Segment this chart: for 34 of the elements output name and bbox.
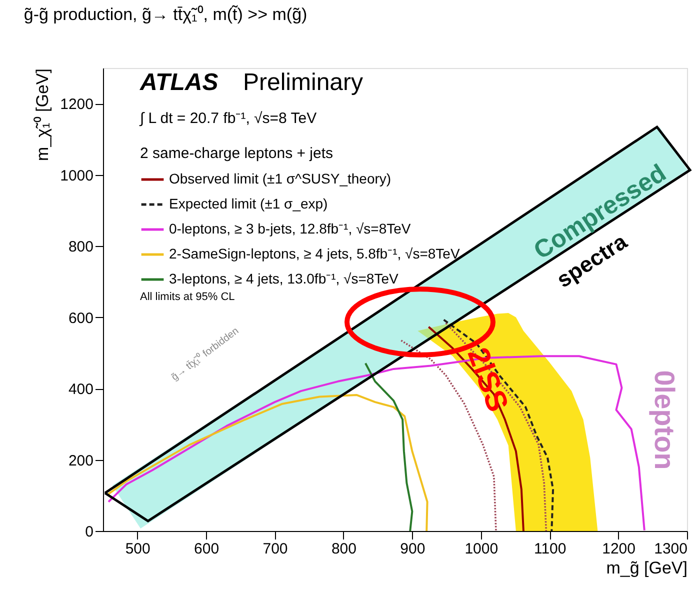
line-series: [364, 362, 414, 532]
annotation: ∫ L dt = 20.7 fb⁻¹, √s=8 TeV: [139, 110, 317, 127]
x-tick-label: 1300: [654, 540, 688, 558]
annotation: 2lSS: [460, 344, 514, 416]
y-tick-label: 400: [68, 381, 94, 398]
legend-title: 2 same-charge leptons + jets: [140, 145, 334, 162]
legend-label: Observed limit (±1 σ^SUSY_theory): [169, 170, 392, 186]
y-tick-label: 1000: [60, 167, 94, 184]
legend-label: 3-leptons, ≥ 4 jets, 13.0fb⁻¹, √s=8TeV: [169, 270, 399, 286]
x-tick-label: 1000: [464, 540, 498, 558]
x-tick-label: 600: [194, 540, 220, 558]
x-tick-label: 900: [400, 540, 426, 558]
annotation: ATLAS: [139, 69, 218, 96]
chart-title: g̃-g̃ production, g̃→ tt̄χ̃₁⁰, m(t̃) >> m(g̃): [24, 4, 308, 24]
x-tick-label: 800: [331, 540, 356, 558]
y-tick-label: 800: [68, 238, 94, 256]
y-tick-label: 1200: [60, 96, 94, 114]
y-tick-label: 0: [85, 524, 94, 540]
legend-label: 2-SameSign-leptons, ≥ 4 jets, 5.8fb⁻¹, √s=8TeV: [169, 246, 460, 262]
x-axis-title: m_g̃ [GeV]: [606, 558, 688, 578]
x-tick-label: 1100: [534, 540, 566, 558]
legend-label: Expected limit (±1 σ_exp): [169, 196, 328, 212]
x-tick-label: 1200: [602, 540, 636, 558]
line-series: [428, 326, 524, 532]
y-tick-label: 600: [68, 310, 94, 327]
y-axis-title: m_χ̃₁⁰ [GeV]: [33, 68, 52, 161]
annotation: 0lepton: [649, 370, 680, 470]
annotation: Preliminary: [243, 69, 364, 96]
x-tick-label: 700: [262, 540, 288, 558]
line-series: [107, 394, 428, 532]
legend-label: 0-leptons, ≥ 3 b-jets, 12.8fb⁻¹, √s=8TeV: [169, 220, 412, 236]
annotation: All limits at 95% CL: [140, 291, 235, 303]
y-tick-label: 200: [68, 452, 94, 470]
x-tick-label: 500: [125, 540, 150, 558]
